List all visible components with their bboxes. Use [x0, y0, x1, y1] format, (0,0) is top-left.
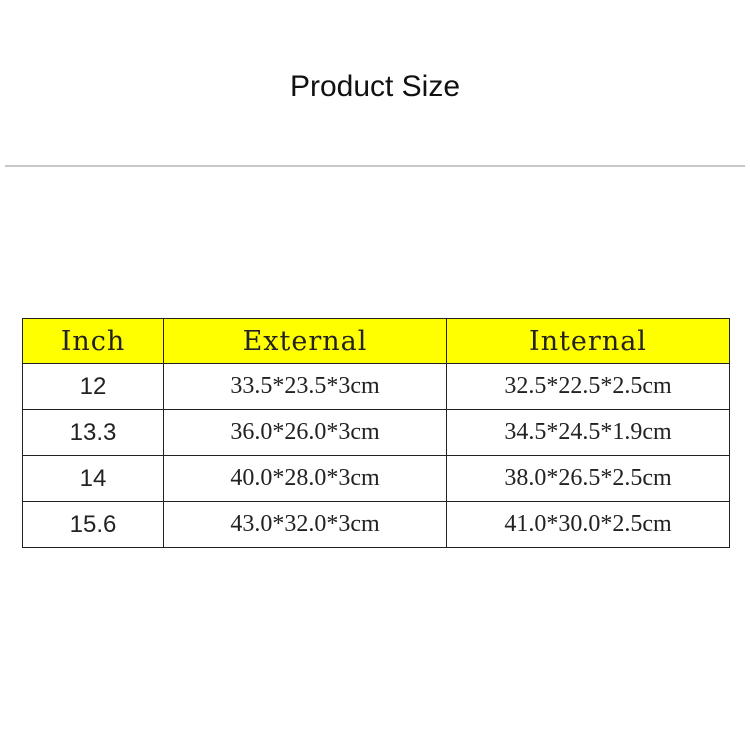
- header-inch: Inch: [22, 318, 164, 364]
- header-external: External: [163, 318, 447, 364]
- table-header-row: Inch External Internal: [22, 318, 730, 364]
- cell-inch: 13.3: [22, 409, 164, 456]
- table-row: 15.6 43.0*32.0*3cm 41.0*30.0*2.5cm: [22, 501, 730, 548]
- cell-inch: 15.6: [22, 501, 164, 548]
- size-table: Inch External Internal 12 33.5*23.5*3cm …: [22, 318, 730, 548]
- cell-internal: 38.0*26.5*2.5cm: [446, 455, 730, 502]
- cell-external: 36.0*26.0*3cm: [163, 409, 447, 456]
- page-title: Product Size: [289, 70, 461, 103]
- table-row: 13.3 36.0*26.0*3cm 34.5*24.5*1.9cm: [22, 409, 730, 456]
- table-row: 12 33.5*23.5*3cm 32.5*22.5*2.5cm: [22, 363, 730, 410]
- cell-external: 43.0*32.0*3cm: [163, 501, 447, 548]
- header-internal: Internal: [446, 318, 730, 364]
- cell-internal: 34.5*24.5*1.9cm: [446, 409, 730, 456]
- cell-inch: 12: [22, 363, 164, 410]
- cell-inch: 14: [22, 455, 164, 502]
- cell-internal: 41.0*30.0*2.5cm: [446, 501, 730, 548]
- cell-internal: 32.5*22.5*2.5cm: [446, 363, 730, 410]
- divider: [5, 165, 745, 167]
- cell-external: 33.5*23.5*3cm: [163, 363, 447, 410]
- cell-external: 40.0*28.0*3cm: [163, 455, 447, 502]
- table-row: 14 40.0*28.0*3cm 38.0*26.5*2.5cm: [22, 455, 730, 502]
